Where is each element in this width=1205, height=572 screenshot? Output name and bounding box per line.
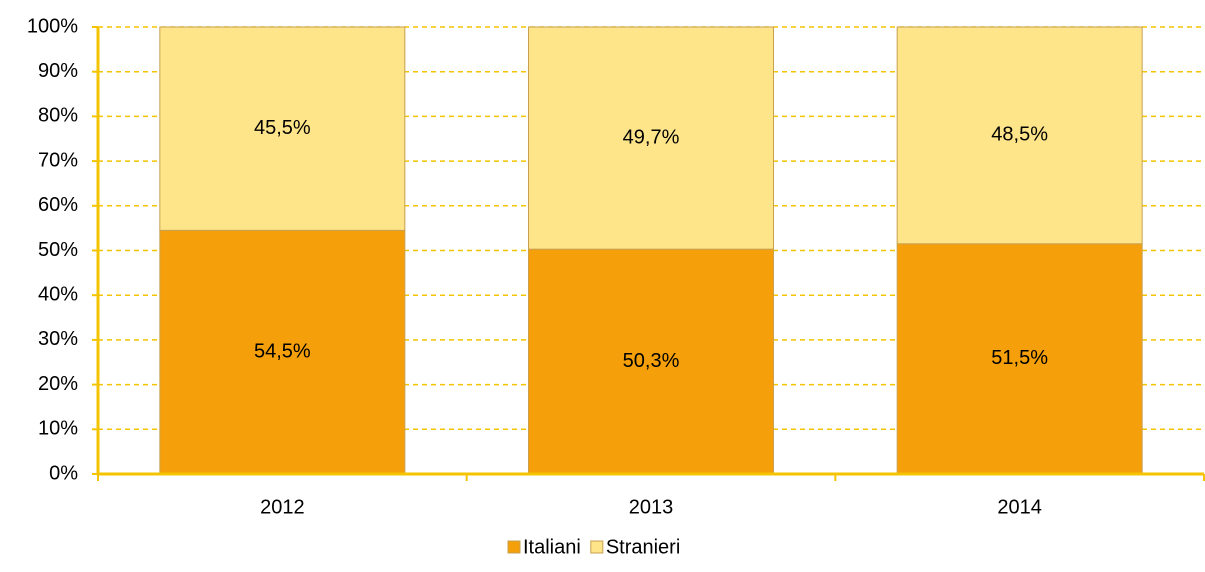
x-tick-label: 2012 bbox=[260, 496, 305, 518]
y-tick-label: 70% bbox=[38, 149, 78, 171]
bar-segment bbox=[528, 26, 774, 250]
y-tick-label: 80% bbox=[38, 105, 78, 127]
x-tick-label: 2013 bbox=[629, 496, 674, 518]
y-tick-label: 60% bbox=[38, 194, 78, 216]
legend-marker bbox=[507, 540, 521, 554]
y-tick-label: 90% bbox=[38, 60, 78, 82]
y-tick-label: 0% bbox=[49, 462, 78, 484]
y-tick-label: 40% bbox=[38, 283, 78, 305]
x-tick-label: 2014 bbox=[997, 496, 1042, 518]
bar-segment bbox=[896, 243, 1143, 475]
y-tick-label: 100% bbox=[27, 15, 78, 37]
y-tick-label: 50% bbox=[38, 239, 78, 261]
bar-segment bbox=[896, 26, 1143, 245]
y-tick-label: 20% bbox=[38, 373, 78, 395]
data-label: 49,7% bbox=[623, 126, 680, 148]
bar-segment bbox=[159, 26, 406, 231]
legend-marker bbox=[590, 540, 604, 554]
data-label: 54,5% bbox=[254, 340, 311, 362]
bar-segment bbox=[159, 229, 406, 475]
legend-label: Italiani bbox=[523, 536, 581, 558]
data-label: 48,5% bbox=[991, 124, 1048, 146]
data-label: 51,5% bbox=[991, 347, 1048, 369]
data-label: 50,3% bbox=[623, 350, 680, 372]
legend-label: Stranieri bbox=[606, 536, 680, 558]
data-label: 45,5% bbox=[254, 117, 311, 139]
y-tick-label: 30% bbox=[38, 328, 78, 350]
y-tick-label: 10% bbox=[38, 418, 78, 440]
bar-segment bbox=[528, 248, 774, 475]
